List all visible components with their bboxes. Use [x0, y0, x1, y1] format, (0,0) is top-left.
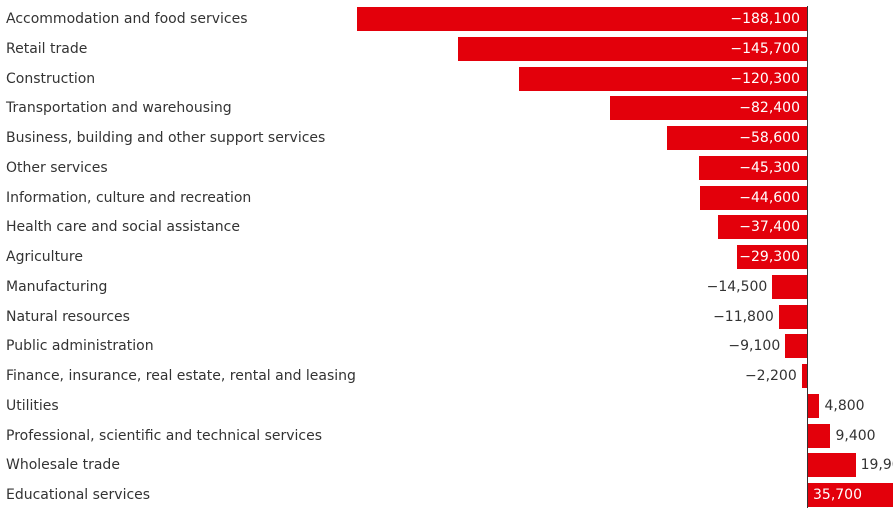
value-label: 9,400	[835, 427, 876, 444]
bar[interactable]	[700, 185, 807, 210]
bar[interactable]	[698, 155, 807, 180]
category-label: Manufacturing	[6, 278, 108, 295]
bar[interactable]	[801, 364, 807, 388]
bar[interactable]	[808, 453, 856, 478]
bar[interactable]	[808, 423, 831, 448]
bar[interactable]	[609, 96, 807, 121]
category-label: Wholesale trade	[6, 457, 120, 474]
value-label: −188,100	[730, 11, 800, 27]
value-label: −14,500	[706, 278, 768, 295]
bar[interactable]	[458, 36, 807, 61]
category-label: Transportation and warehousing	[6, 100, 232, 117]
bar[interactable]	[808, 483, 893, 507]
category-label: Construction	[6, 70, 96, 87]
bar[interactable]	[785, 334, 807, 359]
bar[interactable]	[808, 393, 820, 418]
value-label: −82,400	[739, 100, 800, 117]
value-label: −120,300	[730, 70, 800, 87]
value-label: −11,800	[713, 308, 774, 325]
category-label: Agriculture	[6, 249, 83, 265]
category-label: Utilities	[6, 397, 59, 414]
category-label: Natural resources	[6, 308, 130, 325]
category-label: Business, building and other support ser…	[6, 130, 326, 146]
zero-axis-line	[807, 6, 808, 508]
bar[interactable]	[778, 304, 807, 329]
category-label: Finance, insurance, real estate, rental …	[6, 368, 356, 384]
value-label: −29,300	[739, 249, 800, 265]
bar[interactable]	[357, 7, 807, 31]
bar[interactable]	[736, 245, 807, 269]
category-label: Information, culture and recreation	[6, 189, 252, 206]
value-label: −9,100	[728, 338, 781, 355]
bar[interactable]	[519, 66, 807, 91]
bar[interactable]	[717, 215, 807, 240]
category-label: Accommodation and food services	[6, 11, 248, 27]
value-label: −44,600	[739, 189, 800, 206]
value-label: −45,300	[739, 159, 800, 176]
bar[interactable]	[772, 274, 807, 299]
bar[interactable]	[666, 126, 807, 150]
value-label: −145,700	[730, 40, 800, 57]
category-label: Educational services	[6, 487, 151, 503]
value-label: 35,700	[813, 487, 862, 503]
category-label: Retail trade	[6, 40, 88, 57]
category-label: Professional, scientific and technical s…	[6, 427, 323, 444]
value-label: 19,900	[860, 457, 893, 474]
value-label: 4,800	[824, 397, 865, 414]
category-label: Health care and social assistance	[6, 219, 240, 236]
value-label: −2,200	[744, 368, 797, 384]
value-label: −58,600	[739, 130, 800, 146]
category-label: Public administration	[6, 338, 154, 355]
category-label: Other services	[6, 159, 108, 176]
value-label: −37,400	[739, 219, 800, 236]
